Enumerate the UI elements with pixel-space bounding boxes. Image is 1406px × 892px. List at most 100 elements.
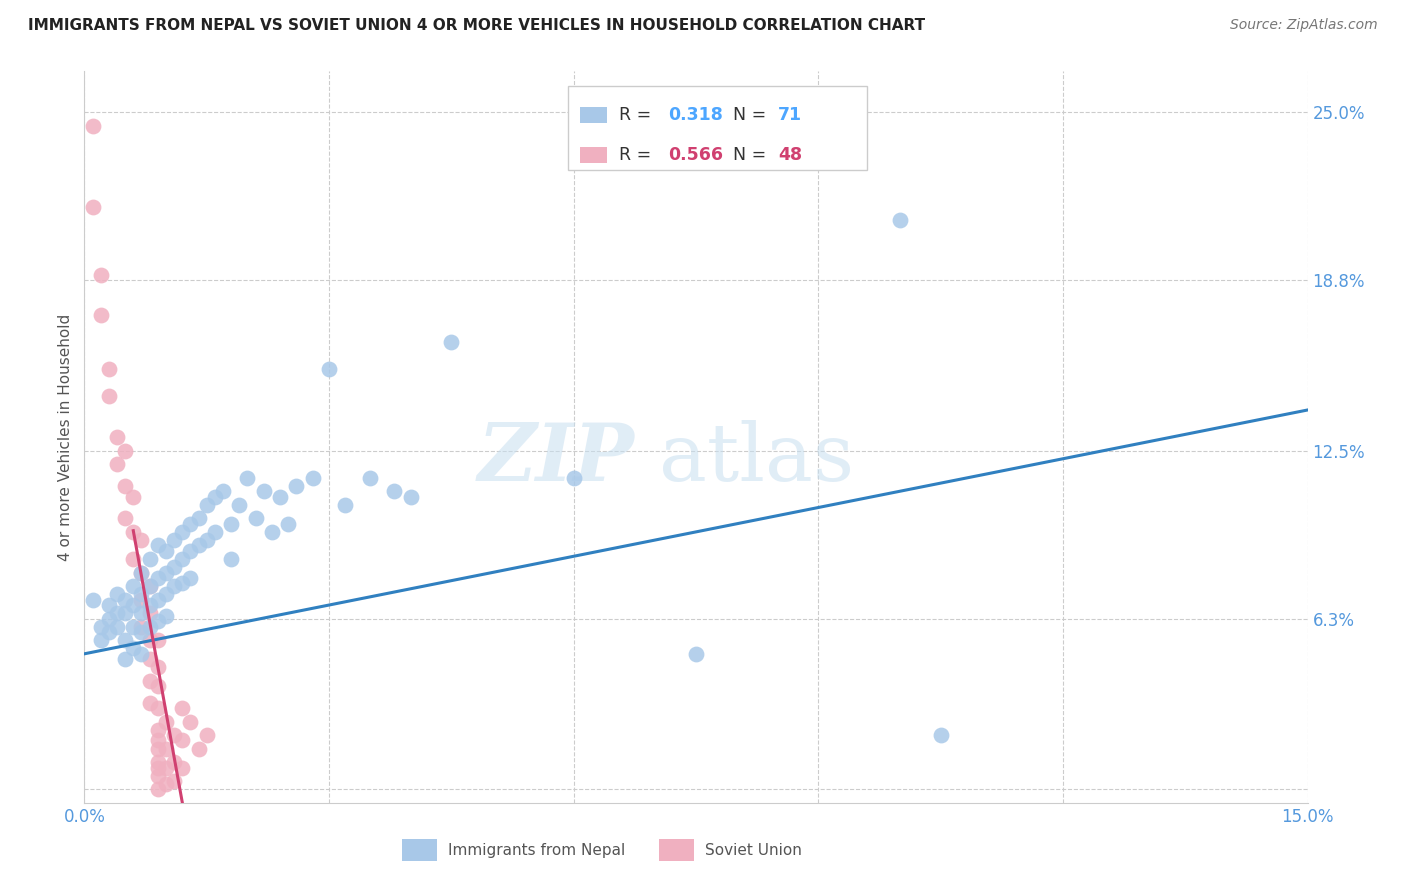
- Point: [90, 633, 112, 648]
- Point: [187, 538, 209, 552]
- Point: [155, 714, 177, 729]
- Text: 0.566: 0.566: [668, 146, 723, 164]
- Point: [122, 598, 145, 612]
- Point: [889, 213, 911, 227]
- Text: N =: N =: [733, 146, 772, 164]
- Point: [97, 389, 120, 403]
- Point: [195, 533, 218, 547]
- Point: [105, 620, 128, 634]
- Text: Source: ZipAtlas.com: Source: ZipAtlas.com: [1230, 18, 1378, 32]
- Point: [146, 679, 169, 693]
- Text: 71: 71: [778, 106, 801, 124]
- Point: [114, 479, 136, 493]
- Y-axis label: 4 or more Vehicles in Household: 4 or more Vehicles in Household: [58, 313, 73, 561]
- Point: [146, 755, 169, 769]
- Point: [138, 598, 160, 612]
- Text: 0.318: 0.318: [668, 106, 723, 124]
- Point: [114, 443, 136, 458]
- Point: [138, 652, 160, 666]
- Point: [97, 625, 120, 640]
- Point: [163, 755, 186, 769]
- Point: [146, 701, 169, 715]
- Point: [187, 741, 209, 756]
- Point: [277, 516, 299, 531]
- Point: [105, 430, 128, 444]
- Point: [155, 761, 177, 775]
- Bar: [579, 107, 606, 123]
- Point: [163, 728, 186, 742]
- Point: [172, 524, 194, 539]
- Point: [90, 308, 112, 322]
- Point: [179, 714, 201, 729]
- Point: [114, 511, 136, 525]
- Point: [131, 587, 153, 601]
- Point: [146, 571, 169, 585]
- Point: [105, 606, 128, 620]
- Point: [219, 516, 242, 531]
- Point: [440, 335, 463, 350]
- Point: [138, 606, 160, 620]
- Point: [382, 484, 405, 499]
- Point: [359, 471, 381, 485]
- Point: [146, 741, 169, 756]
- Point: [82, 592, 104, 607]
- Text: Immigrants from Nepal: Immigrants from Nepal: [447, 843, 624, 858]
- Point: [163, 533, 186, 547]
- Bar: [579, 147, 606, 163]
- Point: [97, 598, 120, 612]
- Point: [212, 484, 235, 499]
- Point: [146, 660, 169, 674]
- Point: [172, 761, 194, 775]
- Point: [97, 362, 120, 376]
- Point: [114, 606, 136, 620]
- Point: [131, 620, 153, 634]
- Point: [228, 498, 250, 512]
- Point: [155, 777, 177, 791]
- Point: [138, 579, 160, 593]
- Point: [131, 606, 153, 620]
- Point: [155, 566, 177, 580]
- Point: [146, 538, 169, 552]
- Point: [90, 620, 112, 634]
- Point: [562, 471, 585, 485]
- Point: [318, 362, 340, 376]
- Point: [301, 471, 323, 485]
- Point: [138, 620, 160, 634]
- Point: [146, 615, 169, 629]
- Point: [122, 641, 145, 656]
- Point: [269, 490, 291, 504]
- Point: [146, 761, 169, 775]
- Point: [187, 511, 209, 525]
- Point: [146, 592, 169, 607]
- Point: [114, 633, 136, 648]
- Point: [172, 701, 194, 715]
- Point: [122, 579, 145, 593]
- Bar: [402, 839, 437, 862]
- Text: IMMIGRANTS FROM NEPAL VS SOVIET UNION 4 OR MORE VEHICLES IN HOUSEHOLD CORRELATIO: IMMIGRANTS FROM NEPAL VS SOVIET UNION 4 …: [28, 18, 925, 33]
- Point: [138, 552, 160, 566]
- Point: [122, 524, 145, 539]
- Text: R =: R =: [619, 106, 657, 124]
- Point: [685, 647, 707, 661]
- Point: [163, 579, 186, 593]
- Point: [131, 592, 153, 607]
- Point: [195, 728, 218, 742]
- Point: [131, 566, 153, 580]
- Point: [138, 633, 160, 648]
- Point: [155, 608, 177, 623]
- Text: ZIP: ZIP: [478, 420, 636, 498]
- Text: 48: 48: [778, 146, 801, 164]
- Point: [195, 498, 218, 512]
- Point: [179, 544, 201, 558]
- Point: [105, 457, 128, 471]
- Point: [82, 119, 104, 133]
- Point: [122, 552, 145, 566]
- Point: [163, 560, 186, 574]
- Point: [97, 611, 120, 625]
- Point: [138, 579, 160, 593]
- Point: [236, 471, 259, 485]
- Text: R =: R =: [619, 146, 657, 164]
- Point: [131, 533, 153, 547]
- Text: atlas: atlas: [659, 420, 855, 498]
- Bar: [659, 839, 693, 862]
